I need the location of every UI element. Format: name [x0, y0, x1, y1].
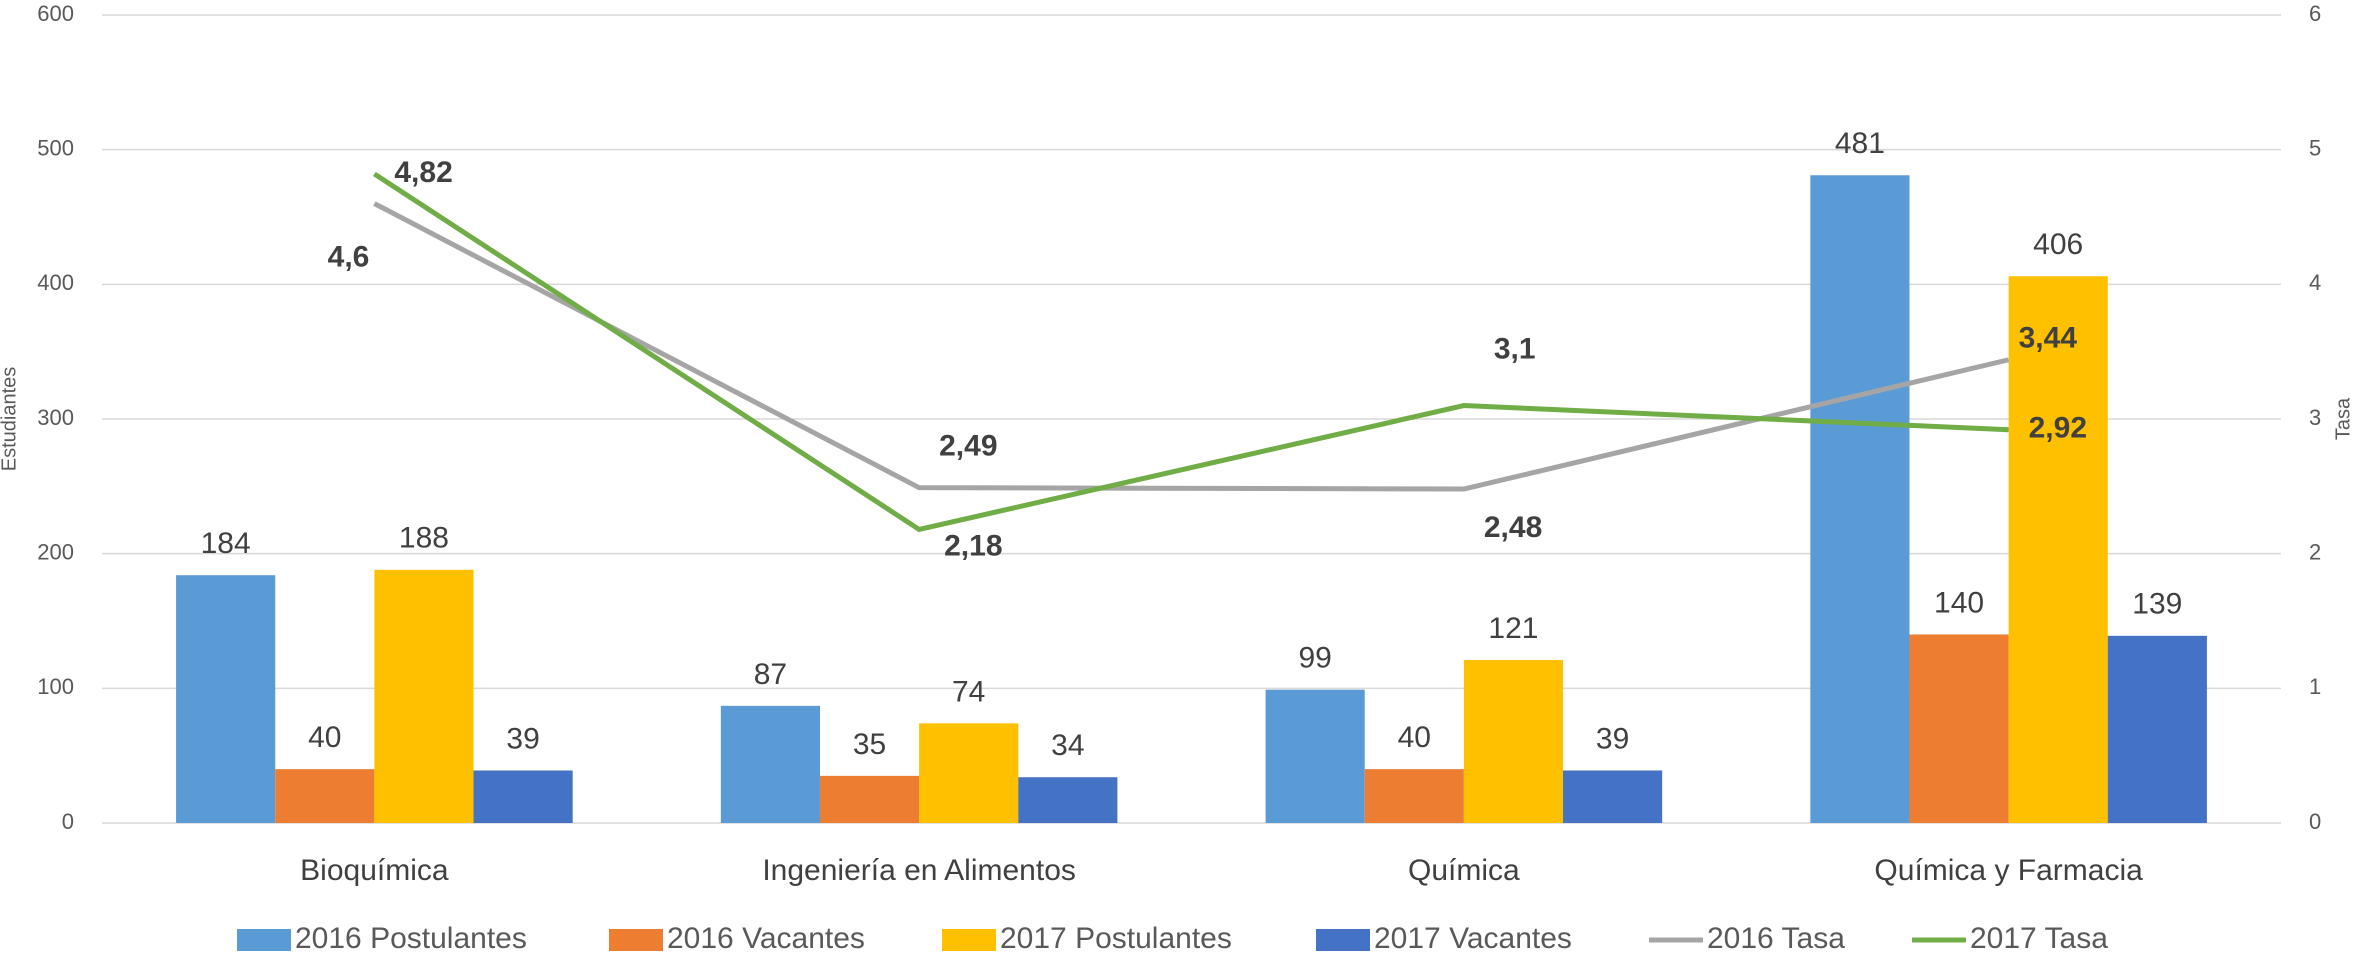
line-value-label: 3,44 — [2019, 322, 2078, 355]
line — [373, 171, 2009, 533]
legend-swatch — [237, 929, 291, 951]
y2-tick-label: 1 — [2309, 674, 2321, 699]
x-tick-label: Bioquímica — [300, 854, 449, 887]
line-value-label: 3,1 — [1494, 332, 1536, 365]
legend-label: 2016 Vacantes — [667, 922, 865, 955]
line-value-label: 2,92 — [2029, 412, 2087, 445]
bar — [1018, 777, 1118, 823]
x-tick-label: Ingeniería en Alimentos — [762, 854, 1076, 887]
legend-label: 2017 Tasa — [1970, 922, 2108, 955]
legend-label: 2017 Vacantes — [1374, 922, 1572, 955]
line-value-label: 2,48 — [1484, 511, 1542, 544]
bar-value-label: 35 — [853, 728, 886, 761]
bar — [919, 723, 1019, 823]
line-value-label: 4,6 — [328, 240, 370, 273]
legend-swatch — [942, 929, 996, 951]
x-tick-label: Química — [1408, 854, 1520, 887]
bar-value-label: 121 — [1488, 612, 1538, 645]
bar-value-label: 184 — [201, 527, 251, 560]
bar-value-label: 140 — [1934, 586, 1984, 619]
y-tick-label: 400 — [37, 270, 74, 295]
y2-axis-label: Tasa — [2332, 397, 2354, 440]
legend-swatch — [609, 929, 663, 951]
line — [373, 201, 2010, 492]
bar — [473, 770, 573, 823]
bar — [1810, 175, 1910, 824]
bar — [2008, 276, 2108, 824]
bar-value-label: 99 — [1298, 642, 1331, 675]
y-tick-label: 500 — [37, 135, 74, 160]
bar-value-label: 87 — [754, 658, 787, 691]
bar — [819, 775, 920, 823]
legend-label: 2017 Postulantes — [1000, 922, 1232, 955]
bar — [1265, 689, 1365, 823]
bar — [374, 569, 474, 823]
line-value-label: 2,49 — [939, 430, 997, 463]
bar-value-label: 74 — [952, 675, 985, 708]
bar-value-label: 139 — [2132, 588, 2182, 621]
y-axis-label: Estudiantes — [0, 367, 20, 472]
y-tick-label: 300 — [37, 405, 74, 430]
line-value-label: 4,82 — [394, 156, 452, 189]
bar — [1909, 634, 2009, 823]
bar — [176, 575, 276, 823]
x-tick-label: Química y Farmacia — [1874, 854, 2143, 887]
y-tick-label: 0 — [62, 809, 74, 834]
bar-value-label: 481 — [1835, 127, 1885, 160]
y-tick-label: 100 — [37, 674, 74, 699]
bar-value-label: 39 — [506, 722, 539, 755]
bar-value-label: 188 — [399, 522, 449, 555]
y2-tick-label: 0 — [2309, 809, 2321, 834]
legend-label: 2016 Postulantes — [295, 922, 527, 955]
bar-value-label: 406 — [2033, 228, 2083, 261]
legend-swatch — [1316, 929, 1370, 951]
bar — [1364, 769, 1464, 823]
bar-value-label: 34 — [1051, 729, 1084, 762]
y-tick-label: 600 — [37, 1, 74, 26]
bar — [1563, 770, 1663, 823]
y2-tick-label: 3 — [2309, 405, 2321, 430]
y2-tick-label: 2 — [2309, 539, 2321, 564]
bar — [2107, 635, 2207, 823]
y2-tick-label: 4 — [2309, 270, 2321, 295]
y2-tick-label: 6 — [2309, 1, 2321, 26]
line-value-label: 2,18 — [944, 529, 1002, 562]
y-tick-label: 200 — [37, 539, 74, 564]
legend-label: 2016 Tasa — [1707, 922, 1845, 955]
bar-value-label: 40 — [1398, 721, 1431, 754]
y2-tick-label: 5 — [2309, 135, 2321, 160]
bar — [1463, 660, 1564, 823]
bar — [275, 769, 375, 823]
bar-value-label: 40 — [308, 721, 341, 754]
bar-value-label: 39 — [1596, 722, 1629, 755]
bar — [720, 705, 820, 823]
